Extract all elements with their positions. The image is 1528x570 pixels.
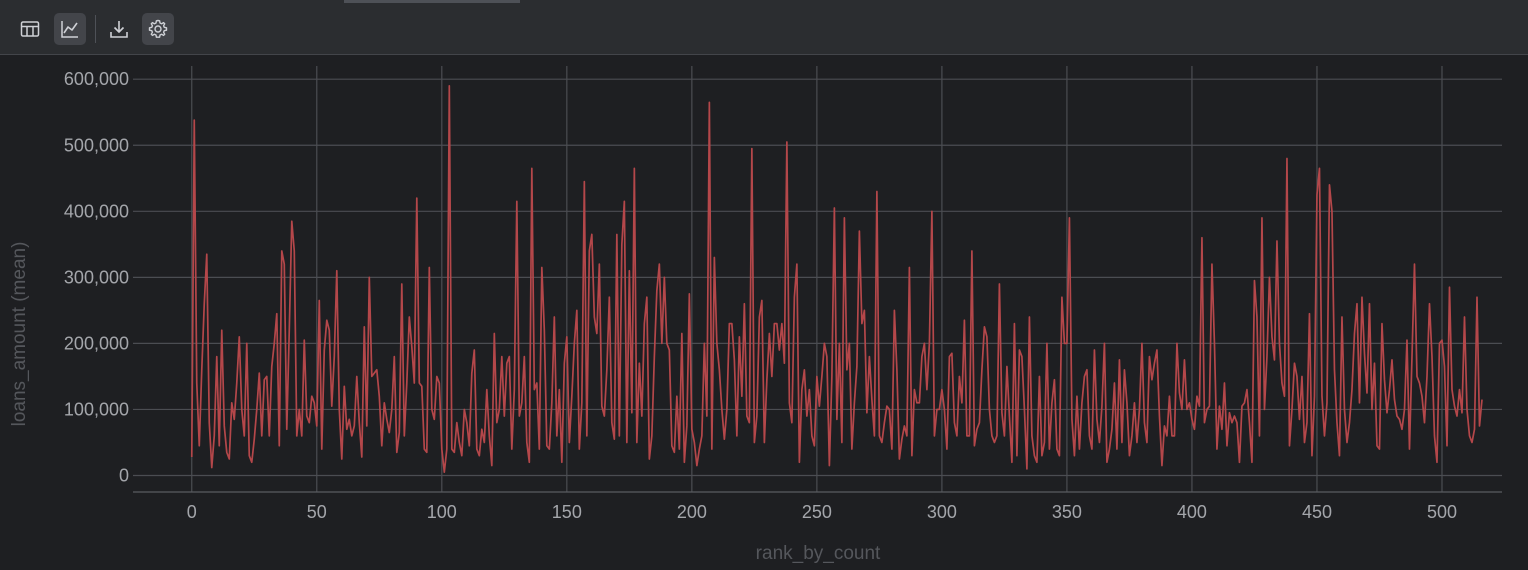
x-tick-label: 100 (427, 502, 457, 522)
grid-lines (133, 66, 1502, 492)
x-tick-label: 150 (552, 502, 582, 522)
x-tick-label: 50 (307, 502, 327, 522)
table-icon (20, 21, 40, 37)
y-tick-label: 300,000 (64, 267, 129, 287)
settings-button[interactable] (142, 13, 174, 45)
x-tick-label: 200 (677, 502, 707, 522)
line-chart-icon (61, 21, 78, 38)
x-tick-label: 450 (1302, 502, 1332, 522)
tick-labels: 0 50 100 150 200 250 300 350 400 450 500 0 100,000 20… (64, 69, 1457, 522)
chart-view-button[interactable] (54, 13, 86, 45)
series-layer (190, 84, 1483, 474)
active-tab-indicator (344, 0, 520, 3)
series-line (190, 84, 1483, 474)
x-tick-label: 350 (1052, 502, 1082, 522)
chart-area: 0 50 100 150 200 250 300 350 400 450 500 0 100,000 20… (0, 56, 1528, 565)
x-tick-label: 500 (1427, 502, 1457, 522)
line-chart: 0 50 100 150 200 250 300 350 400 450 500 0 100,000 20… (9, 66, 1502, 564)
x-tick-label: 400 (1177, 502, 1207, 522)
gear-icon (148, 19, 168, 38)
x-tick-label: 0 (187, 502, 197, 522)
x-tick-label: 300 (927, 502, 957, 522)
y-tick-label: 600,000 (64, 69, 129, 89)
x-tick-label: 250 (802, 502, 832, 522)
y-tick-label: 400,000 (64, 201, 129, 221)
x-axis-label: rank_by_count (756, 543, 881, 564)
y-tick-label: 100,000 (64, 399, 129, 419)
table-view-button[interactable] (14, 13, 46, 45)
y-tick-label: 500,000 (64, 135, 129, 155)
y-tick-label: 0 (119, 465, 129, 485)
toolbar (0, 0, 1528, 55)
y-axis-label: loans_amount (mean) (9, 242, 30, 427)
toolbar-separator (95, 15, 96, 43)
download-button[interactable] (103, 13, 135, 45)
download-icon (110, 21, 128, 38)
y-tick-label: 200,000 (64, 333, 129, 353)
